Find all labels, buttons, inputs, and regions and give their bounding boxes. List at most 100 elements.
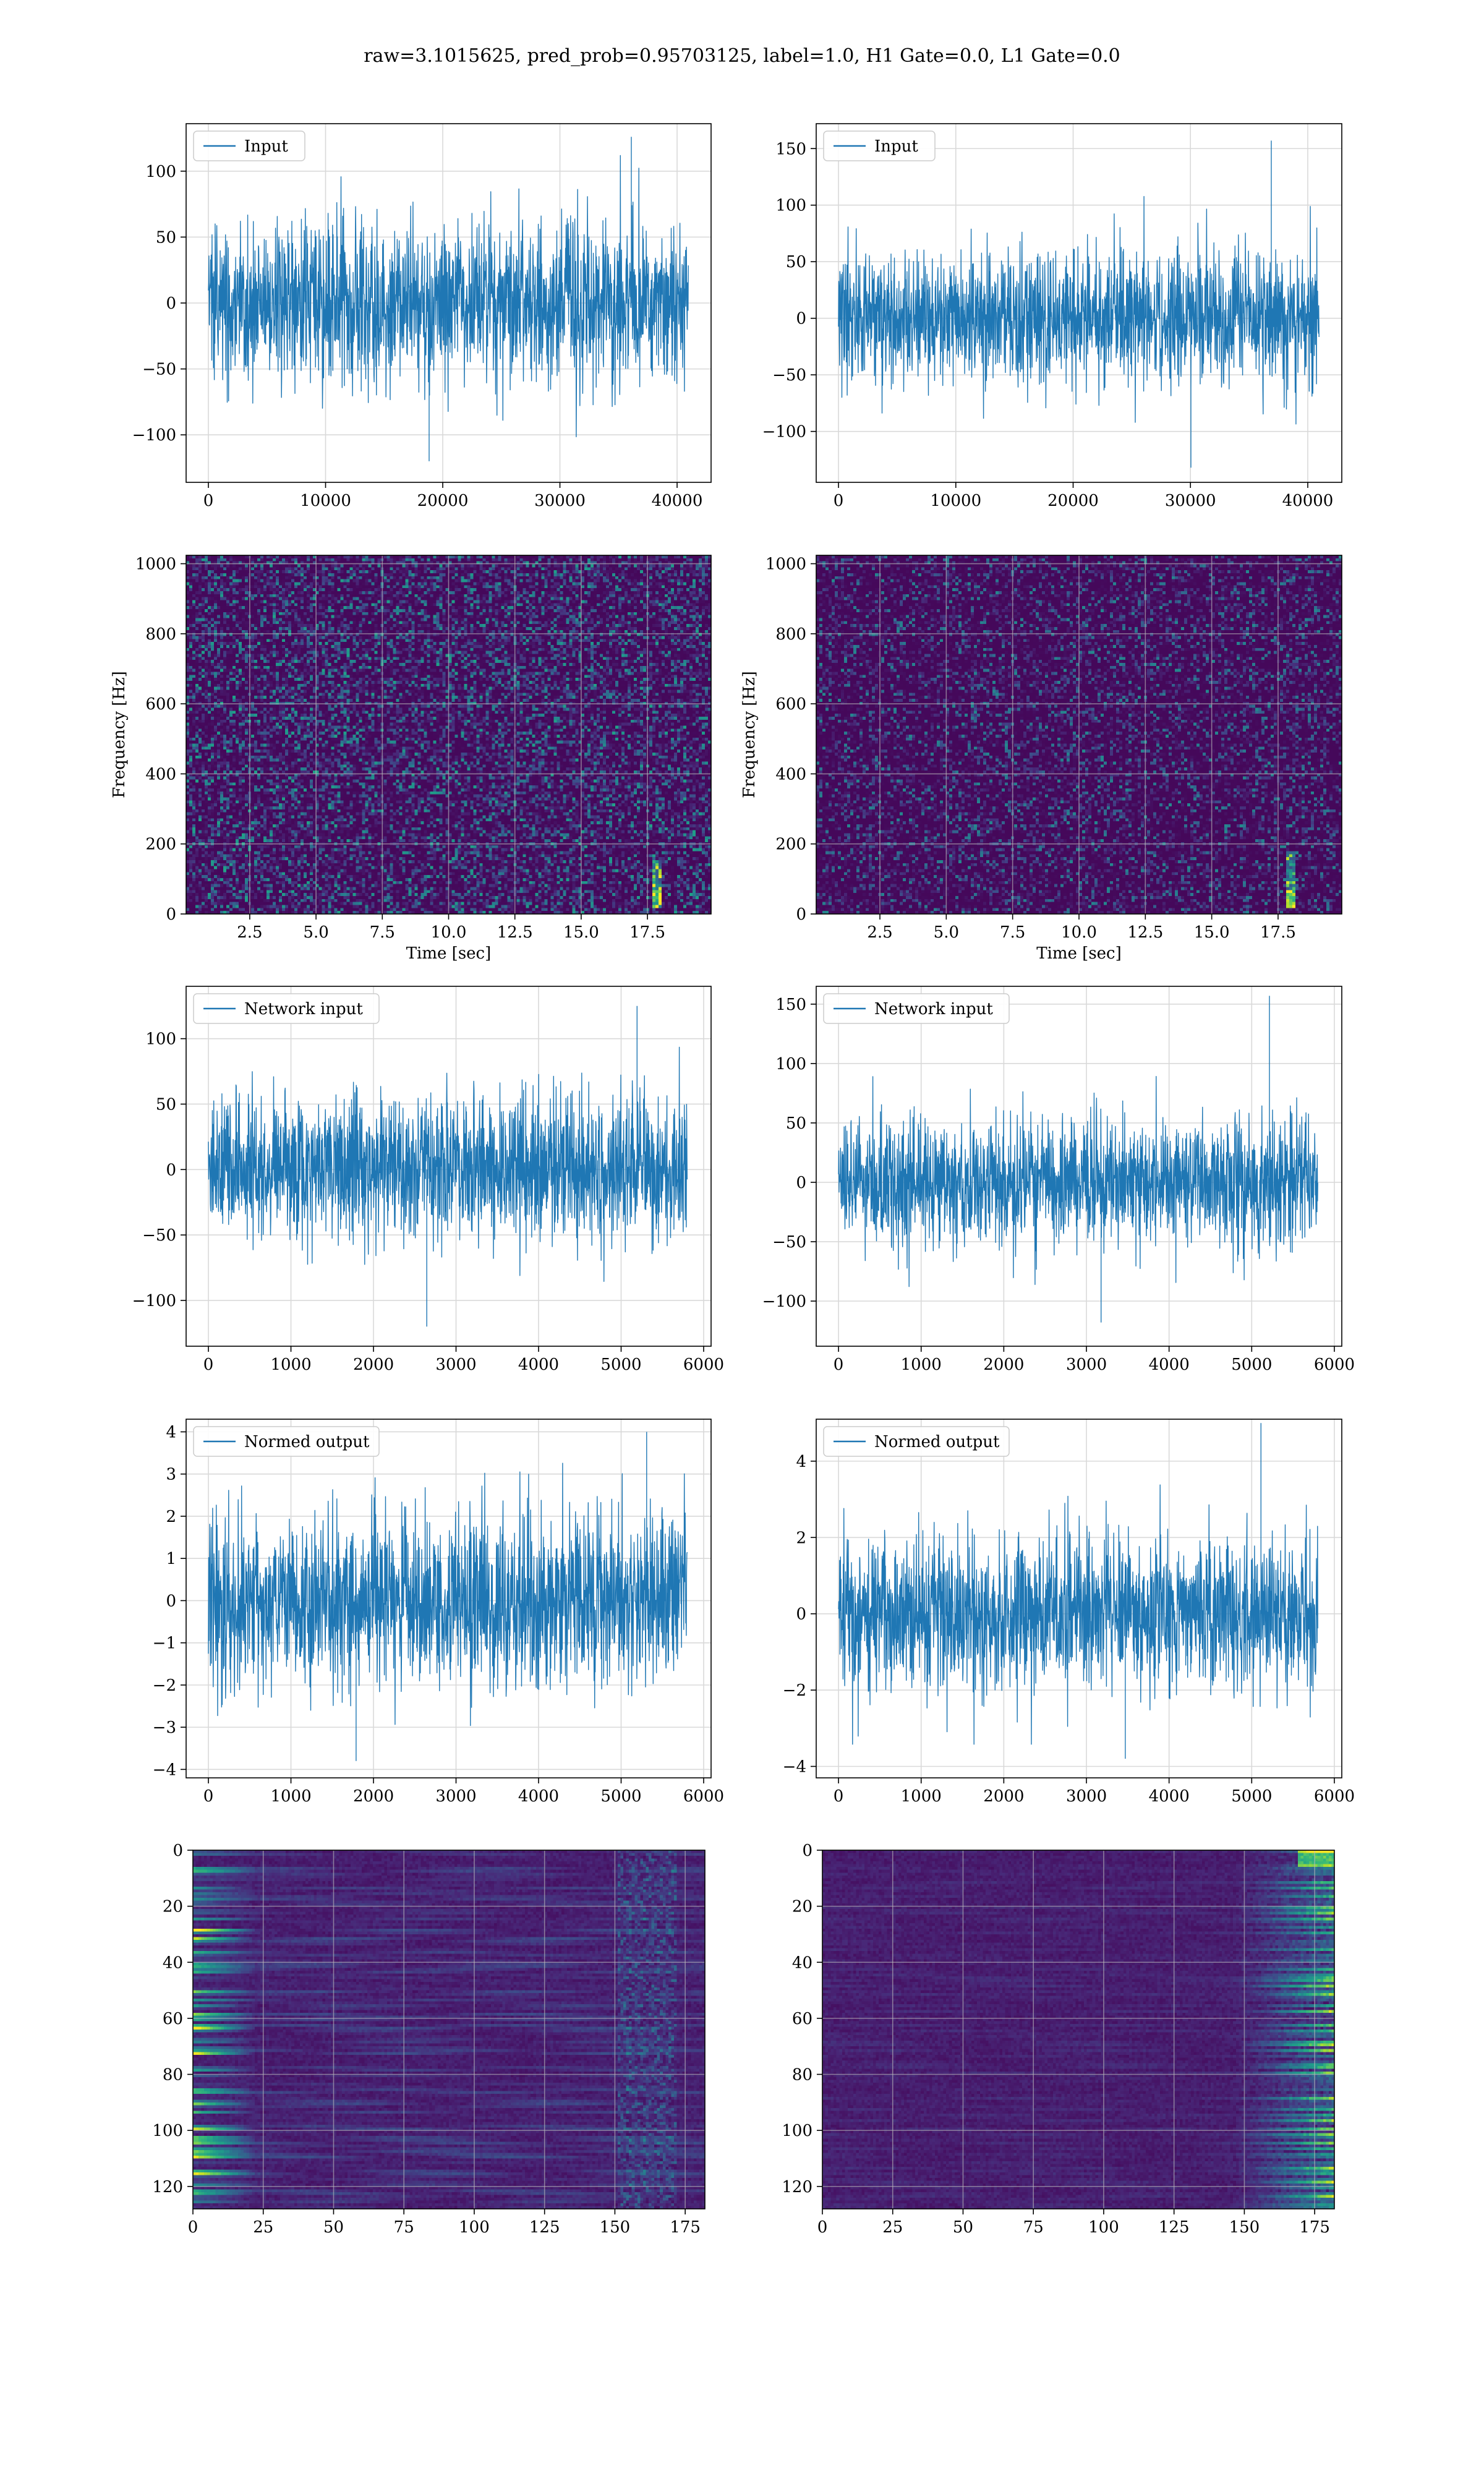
l1-normed-output-ytick-label: 0 [796, 1605, 806, 1624]
h1-normed-output-xtick-label: 5000 [600, 1787, 641, 1806]
l1-input-ytick-label: 150 [775, 140, 806, 158]
l1-spectrogram-ytick-label: 400 [775, 765, 806, 783]
l1-normed-output-xtick-label: 6000 [1314, 1787, 1355, 1806]
h1-normed-output-ytick-label: 4 [166, 1423, 176, 1441]
h1-network-input-legend: Network input [193, 993, 380, 1024]
h1-features-frame [192, 1850, 706, 2209]
l1-spectrogram-xtick-label: 10.0 [1061, 923, 1097, 942]
h1-network-input-ytick-label: −50 [142, 1226, 176, 1245]
l1-network-input-xtick-label: 0 [834, 1355, 844, 1374]
h1-network-input-frame [186, 986, 712, 1347]
l1-network-input-legend: Network input [823, 993, 1010, 1024]
l1-spectrogram-ytick-label: 200 [775, 835, 806, 854]
h1-features-xtick-label: 150 [600, 2218, 631, 2237]
l1-network-input-frame [816, 986, 1342, 1347]
l1-network-input-xtick-label: 2000 [983, 1355, 1024, 1374]
h1-features-xtick-label: 125 [529, 2218, 560, 2237]
h1-input-xtick-label: 10000 [300, 492, 351, 510]
h1-features-xtick-label: 175 [670, 2218, 701, 2237]
h1-spectrogram-ytick-label: 0 [166, 905, 176, 924]
l1-network-input-ytick-label: 0 [796, 1174, 806, 1192]
l1-normed-output-ytick-label: −2 [783, 1681, 806, 1700]
h1-normed-output-legend: Normed output [193, 1426, 380, 1457]
l1-normed-output-xtick-label: 4000 [1149, 1787, 1190, 1806]
h1-spectrogram-xtick-label: 10.0 [431, 923, 467, 942]
l1-spectrogram-xtick-label: 15.0 [1194, 923, 1230, 942]
h1-input-legend: Input [193, 130, 305, 161]
l1-spectrogram-xtick-label: 7.5 [1000, 923, 1025, 942]
h1-features-xtick-label: 50 [323, 2218, 344, 2237]
l1-input-xtick-label: 10000 [930, 492, 981, 510]
figure-title: raw=3.1015625, pred_prob=0.95703125, lab… [364, 45, 1120, 67]
l1-features-heatmap [822, 1850, 1334, 2209]
l1-input-legend-label: Input [874, 137, 918, 156]
l1-features-xtick-label: 100 [1088, 2218, 1119, 2237]
l1-normed-output-legend-label: Normed output [874, 1433, 1000, 1451]
l1-spectrogram-xtick-label: 12.5 [1127, 923, 1163, 942]
h1-input-legend-label: Input [244, 137, 288, 156]
l1-network-input-xtick-label: 4000 [1149, 1355, 1190, 1374]
h1-normed-output-legend-label: Normed output [244, 1433, 370, 1451]
h1-input-ytick-label: −100 [132, 426, 176, 445]
h1-normed-output-ytick-label: −2 [153, 1676, 176, 1695]
l1-input-xtick-label: 20000 [1047, 492, 1099, 510]
h1-features-ytick-label: 40 [163, 1953, 183, 1972]
h1-network-input-axes [186, 986, 711, 1346]
l1-input-ytick-label: 100 [775, 197, 806, 215]
l1-network-input-ytick-label: 50 [786, 1114, 806, 1133]
h1-features-ytick-label: 120 [152, 2178, 183, 2196]
h1-spectrogram-xtick-label: 15.0 [563, 923, 599, 942]
h1-network-input-legend-label: Network input [244, 1000, 363, 1018]
l1-features-xtick-label: 150 [1229, 2218, 1260, 2237]
l1-network-input-xtick-label: 6000 [1314, 1355, 1355, 1374]
h1-normed-output-ytick-label: 2 [166, 1508, 176, 1526]
l1-features-xtick-label: 75 [1023, 2218, 1044, 2237]
h1-spectrogram-xtick-label: 12.5 [497, 923, 533, 942]
h1-input-series-line [208, 137, 689, 461]
h1-normed-output-ytick-label: 0 [166, 1592, 176, 1610]
h1-normed-output-axes [186, 1419, 711, 1778]
h1-input-xtick-label: 0 [203, 492, 214, 510]
h1-normed-output-xtick-label: 2000 [353, 1787, 394, 1806]
l1-normed-output-series-line [838, 1423, 1318, 1759]
h1-normed-output-xtick-label: 1000 [270, 1787, 311, 1806]
h1-input-axes [186, 124, 711, 482]
h1-input-xtick-label: 30000 [534, 492, 586, 510]
h1-spectrogram-ytick-label: 400 [145, 765, 176, 783]
l1-spectrogram-ytick-label: 600 [775, 695, 806, 714]
h1-normed-output-xtick-label: 6000 [683, 1787, 724, 1806]
h1-network-input-ytick-label: −100 [132, 1292, 176, 1310]
h1-normed-output-xtick-label: 0 [203, 1787, 214, 1806]
l1-input-ytick-label: −50 [772, 366, 806, 385]
l1-input-ytick-label: 0 [796, 310, 806, 328]
h1-normed-output-xtick-label: 3000 [435, 1787, 476, 1806]
h1-network-input-xtick-label: 6000 [683, 1355, 724, 1374]
h1-features-xtick-label: 100 [459, 2218, 490, 2237]
h1-normed-output-ytick-label: −4 [153, 1761, 176, 1779]
h1-network-input-ytick-label: 50 [156, 1095, 176, 1114]
l1-network-input-ytick-label: −50 [772, 1233, 806, 1252]
l1-normed-output-xtick-label: 1000 [901, 1787, 942, 1806]
h1-features-ytick-label: 0 [173, 1842, 183, 1860]
h1-input-ytick-label: 100 [145, 163, 176, 181]
l1-features-ytick-label: 20 [792, 1898, 812, 1916]
h1-input-xtick-label: 20000 [417, 492, 469, 510]
l1-network-input-xtick-label: 3000 [1066, 1355, 1107, 1374]
h1-input-ytick-label: −50 [142, 361, 176, 379]
l1-spectrogram-xtick-label: 5.0 [934, 923, 959, 942]
l1-features-ytick-label: 0 [802, 1842, 812, 1860]
h1-features-ytick-label: 100 [152, 2122, 183, 2140]
h1-features-axes [192, 1850, 705, 2209]
h1-spectrogram-ylabel: Frequency [Hz] [110, 671, 129, 798]
h1-network-input-xtick-label: 1000 [270, 1355, 311, 1374]
h1-features-heatmap [193, 1850, 705, 2209]
h1-network-input-xtick-label: 0 [203, 1355, 214, 1374]
l1-input-xtick-label: 0 [834, 492, 844, 510]
h1-spectrogram-xtick-label: 17.5 [629, 923, 665, 942]
l1-normed-output-xtick-label: 5000 [1231, 1787, 1272, 1806]
l1-features-ytick-label: 60 [792, 2010, 812, 2028]
l1-input-xtick-label: 40000 [1282, 492, 1334, 510]
h1-normed-output-ytick-label: −3 [153, 1718, 176, 1737]
h1-input-ytick-label: 0 [166, 294, 176, 313]
l1-input-frame [816, 123, 1342, 483]
